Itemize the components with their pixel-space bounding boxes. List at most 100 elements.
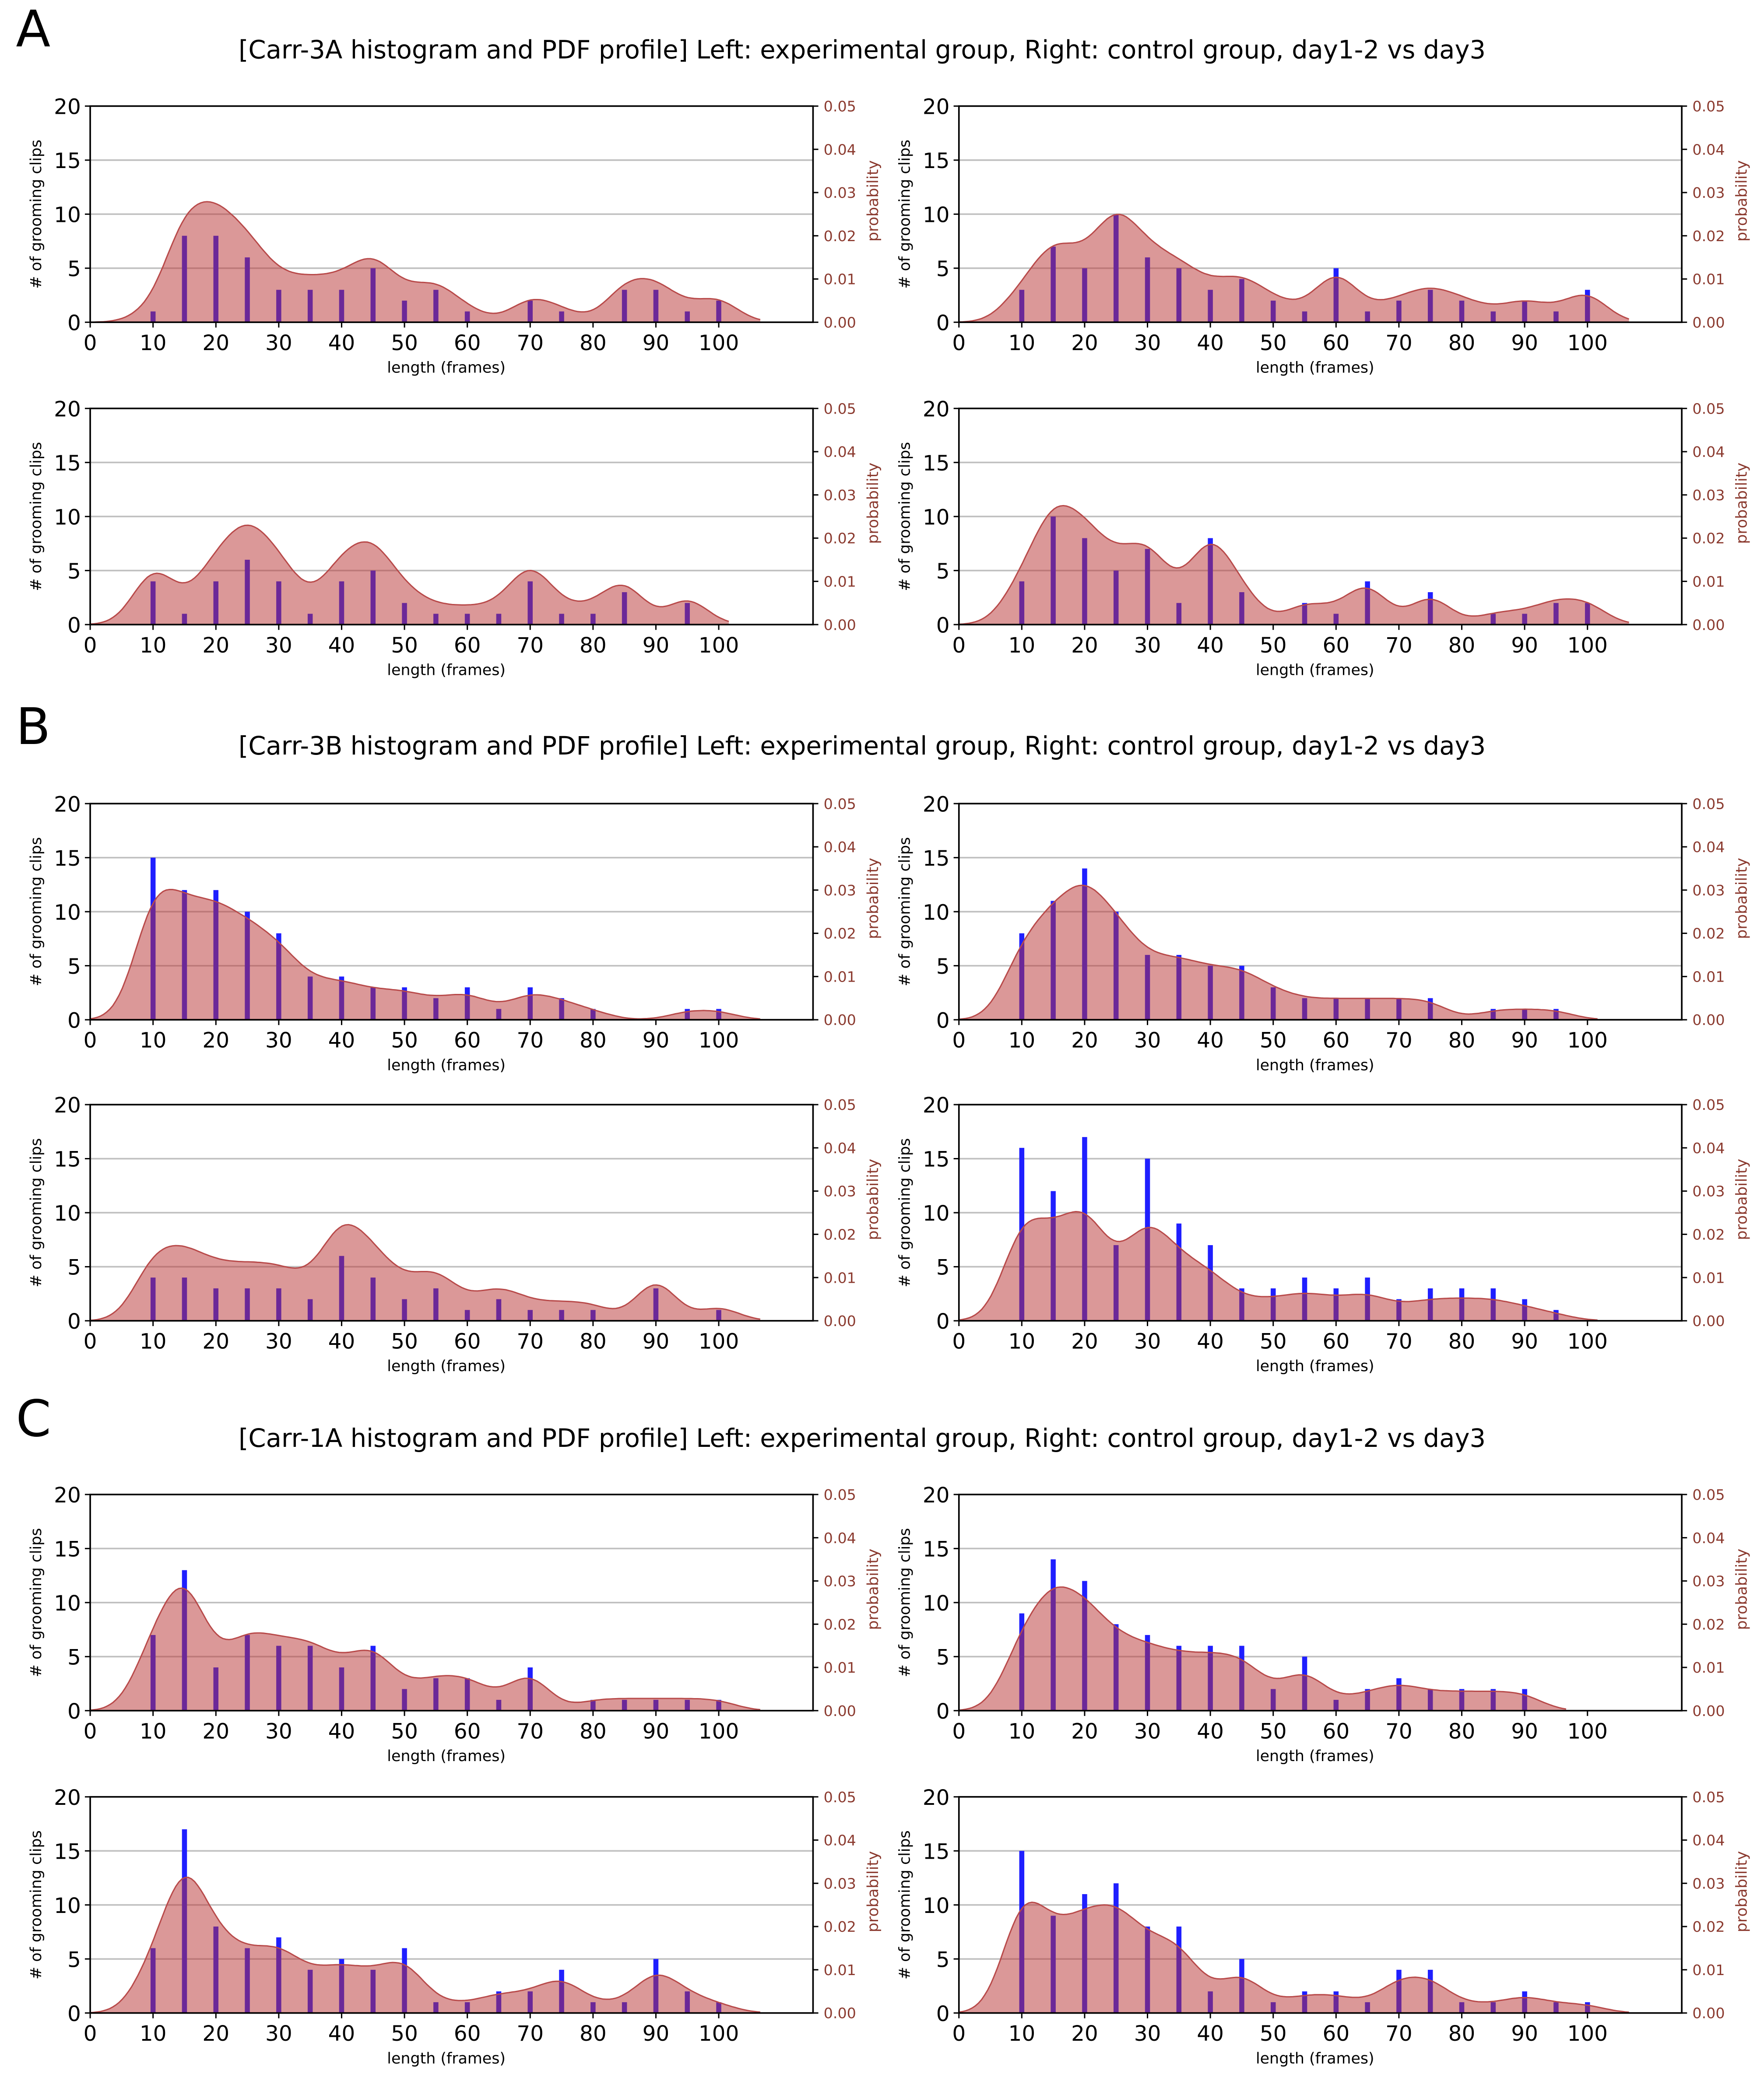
y-tick-label: 5 [67,1948,81,1972]
y-tick-label: 5 [936,1948,950,1972]
y2-tick-label: 0.01 [824,1269,856,1286]
y-tick-label: 20 [923,1093,950,1118]
y2-tick-label: 0.04 [824,839,856,856]
y-tick-label: 5 [67,257,81,281]
x-tick-label: 50 [391,1719,418,1744]
x-tick-label: 90 [643,1330,670,1354]
y2-tick-label: 0.03 [824,882,856,899]
panels: 0 5 10 15 20 0.00 0.01 0.02 0.03 0.04 0.05 0 10 20 30 4… [28,95,1751,2067]
y-tick-label: 15 [54,149,81,173]
x-tick-label: 0 [84,1028,97,1053]
pdf-line [959,214,1630,323]
x-axis-label: length (frames) [1256,359,1374,376]
x-tick-label: 20 [202,1028,229,1053]
y2-tick-label: 0.00 [824,1702,856,1720]
x-tick-label: 10 [1008,1719,1035,1744]
y-axis-label: # of grooming clips [896,140,914,289]
y-tick-label: 10 [923,1591,950,1616]
x-axis-label: length (frames) [1256,1358,1374,1375]
x-tick-label: 80 [1448,633,1476,658]
x-tick-label: 10 [1008,331,1035,355]
x-tick-label: 60 [454,2021,481,2046]
y-tick-label: 0 [67,311,81,335]
y2-tick-label: 0.00 [1692,314,1725,331]
x-tick-label: 30 [1134,633,1161,658]
pdf-line [91,889,761,1020]
x-tick-label: 10 [140,331,167,355]
x-tick-label: 10 [140,2021,167,2046]
x-tick-label: 30 [265,2021,292,2046]
x-tick-label: 30 [1134,1330,1161,1354]
y-axis-label: # of grooming clips [28,837,45,986]
x-tick-label: 50 [391,1028,418,1053]
x-tick-label: 50 [1260,2021,1287,2046]
y2-tick-label: 0.04 [824,141,856,158]
x-tick-label: 70 [517,1028,544,1053]
y-tick-label: 10 [923,1894,950,1918]
y-tick-label: 10 [54,1201,81,1226]
y2-tick-label: 0.03 [1692,1875,1725,1892]
x-tick-label: 40 [328,2021,355,2046]
x-tick-label: 90 [643,2021,670,2046]
x-tick-label: 40 [328,1028,355,1053]
x-tick-label: 40 [1197,1330,1224,1354]
y2-tick-label: 0.00 [1692,1312,1725,1330]
y2-tick-label: 0.01 [824,573,856,590]
y2-tick-label: 0.01 [1692,968,1725,985]
x-tick-label: 30 [265,1719,292,1744]
y2-tick-label: 0.02 [824,228,856,245]
y-tick-label: 15 [923,149,950,173]
x-tick-label: 40 [328,1719,355,1744]
y2-tick-label: 0.02 [824,1918,856,1935]
x-tick-label: 60 [454,1719,481,1744]
y2-tick-label: 0.00 [1692,2005,1725,2022]
x-axis-label: length (frames) [387,1748,506,1765]
x-tick-label: 90 [643,1719,670,1744]
y-tick-label: 10 [54,505,81,530]
x-tick-label: 10 [1008,633,1035,658]
y-tick-label: 15 [923,451,950,476]
x-tick-label: 40 [1197,2021,1224,2046]
x-axis-label: length (frames) [387,359,506,376]
y2-tick-label: 0.01 [1692,573,1725,590]
x-tick-label: 0 [84,2021,97,2046]
y2-tick-label: 0.04 [1692,443,1725,460]
x-axis-label: length (frames) [1256,661,1374,679]
x-tick-label: 90 [1511,331,1538,355]
pdf-area [91,1588,760,1711]
pdf-area [959,214,1629,323]
section-title-b: [Carr-3B histogram and PDF profile] Left… [239,731,1486,761]
y-tick-label: 5 [67,1645,81,1670]
y2-tick-label: 0.05 [824,1486,856,1503]
pdf-area [959,1587,1566,1711]
x-tick-label: 30 [265,1028,292,1053]
histogram-panel: 0 5 10 15 20 0.00 0.01 0.02 0.03 0.04 0.05 0 10 20 30 4… [896,95,1751,377]
y2-tick-label: 0.00 [824,2005,856,2022]
x-tick-label: 80 [1448,1330,1476,1354]
x-tick-label: 0 [952,633,966,658]
y-tick-label: 15 [54,846,81,871]
pdf-area [91,201,760,323]
x-tick-label: 30 [1134,2021,1161,2046]
y-tick-label: 0 [67,1699,81,1724]
x-tick-label: 20 [1071,1028,1098,1053]
y-tick-label: 10 [54,1591,81,1616]
x-tick-label: 60 [454,1330,481,1354]
histogram-panel: 0 5 10 15 20 0.00 0.01 0.02 0.03 0.04 0.05 0 10 20 30 4… [896,397,1751,679]
x-tick-label: 60 [1322,1330,1349,1354]
y-tick-label: 5 [67,559,81,584]
x-tick-label: 70 [517,1719,544,1744]
pdf-line [959,1211,1598,1321]
x-tick-label: 10 [140,633,167,658]
x-tick-label: 100 [699,331,739,355]
pdf-line [959,884,1598,1020]
x-tick-label: 100 [699,633,739,658]
y2-tick-label: 0.03 [824,1573,856,1590]
y2-tick-label: 0.00 [824,1312,856,1330]
x-tick-label: 0 [952,331,966,355]
x-tick-label: 40 [328,331,355,355]
y2-tick-label: 0.05 [1692,98,1725,115]
y2-tick-label: 0.03 [1692,1573,1725,1590]
x-tick-label: 100 [699,1719,739,1744]
x-tick-label: 90 [643,1028,670,1053]
